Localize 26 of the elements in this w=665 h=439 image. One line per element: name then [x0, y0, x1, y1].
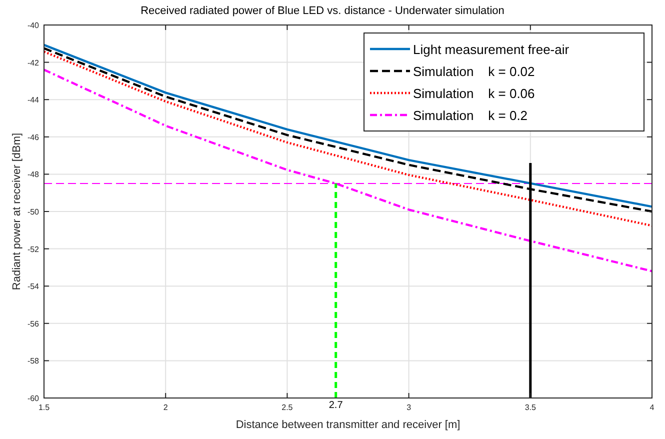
x-tick-label: 4: [650, 403, 655, 412]
x-tick-label: 2: [163, 403, 168, 412]
legend-label: Light measurement free-air: [413, 42, 570, 57]
line-series: [42, 68, 654, 272]
y-tick-label: -52: [27, 244, 40, 254]
x-axis-title: Distance between transmitter and receiver [m]: [236, 419, 460, 431]
y-tick-label: -58: [27, 356, 40, 366]
legend-label: Simulation k = 0.06: [413, 86, 535, 101]
x-tick-label: 2.5: [282, 403, 294, 412]
y-tick-label: -48: [27, 170, 40, 180]
y-axis-title: Radiant power at receiver [dBm]: [11, 132, 23, 290]
legend-label: Simulation k = 0.02: [413, 64, 535, 79]
y-tick-label: -46: [27, 132, 40, 142]
x-tick-label: 3: [406, 403, 412, 412]
annotation: 2.7: [328, 400, 344, 411]
y-tick-label: -54: [27, 282, 40, 292]
y-tick-label: -60: [27, 394, 40, 403]
x-tick-label: 3.5: [524, 403, 537, 412]
chart-title: Received radiated power of Blue LED vs. distance - Underwater simulation: [140, 5, 504, 17]
y-tick-label: -40: [27, 21, 40, 30]
x-tick-label: 1.5: [38, 403, 50, 412]
y-tick-label: -50: [27, 208, 40, 216]
y-tick-label: -56: [27, 319, 40, 328]
y-tick-label: -42: [27, 58, 40, 68]
y-tick-label: -44: [27, 96, 40, 105]
legend-label: Simulation k = 0.2: [413, 108, 528, 123]
